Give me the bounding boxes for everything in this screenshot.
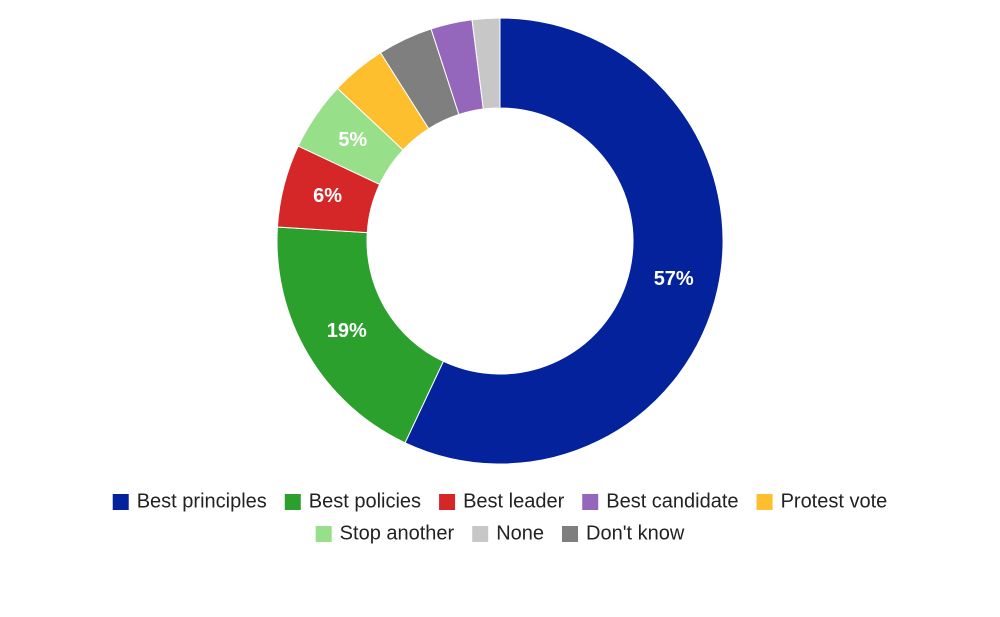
legend-swatch	[562, 526, 579, 542]
legend-item: Protest vote	[756, 490, 888, 512]
legend-item: None	[472, 522, 544, 544]
legend-row: Stop another None Don't know	[315, 522, 685, 544]
legend-swatch	[315, 526, 332, 542]
slice	[404, 17, 724, 465]
legend-label: Stop another	[340, 522, 455, 544]
legend-item: Best policies	[284, 490, 421, 512]
legend-item: Stop another	[315, 522, 455, 544]
value-label: 6%	[313, 185, 342, 207]
legend-label: Best leader	[463, 490, 565, 512]
legend-label: Best principles	[137, 490, 267, 512]
legend-swatch	[472, 526, 489, 542]
value-label: 19%	[327, 320, 367, 342]
slice	[471, 17, 501, 110]
legend-item: Best principles	[112, 490, 267, 512]
legend-swatch	[112, 494, 129, 510]
legend-item: Best leader	[439, 490, 565, 512]
legend-swatch	[756, 494, 773, 510]
value-label: 5%	[338, 129, 367, 151]
legend-label: Best policies	[309, 490, 421, 512]
legend-label: None	[496, 522, 544, 544]
legend-item: Don't know	[562, 522, 685, 544]
slice	[276, 226, 445, 444]
legend-label: Don't know	[586, 522, 685, 544]
legend-label: Best candidate	[606, 490, 738, 512]
legend-row: Best principles Best policies Best leader B…	[112, 490, 888, 512]
legend-swatch	[582, 494, 599, 510]
legend-item: Best candidate	[582, 490, 739, 512]
legend-swatch	[439, 494, 456, 510]
legend-label: Protest vote	[781, 490, 888, 512]
value-label: 57%	[654, 268, 694, 290]
legend-swatch	[284, 494, 301, 510]
